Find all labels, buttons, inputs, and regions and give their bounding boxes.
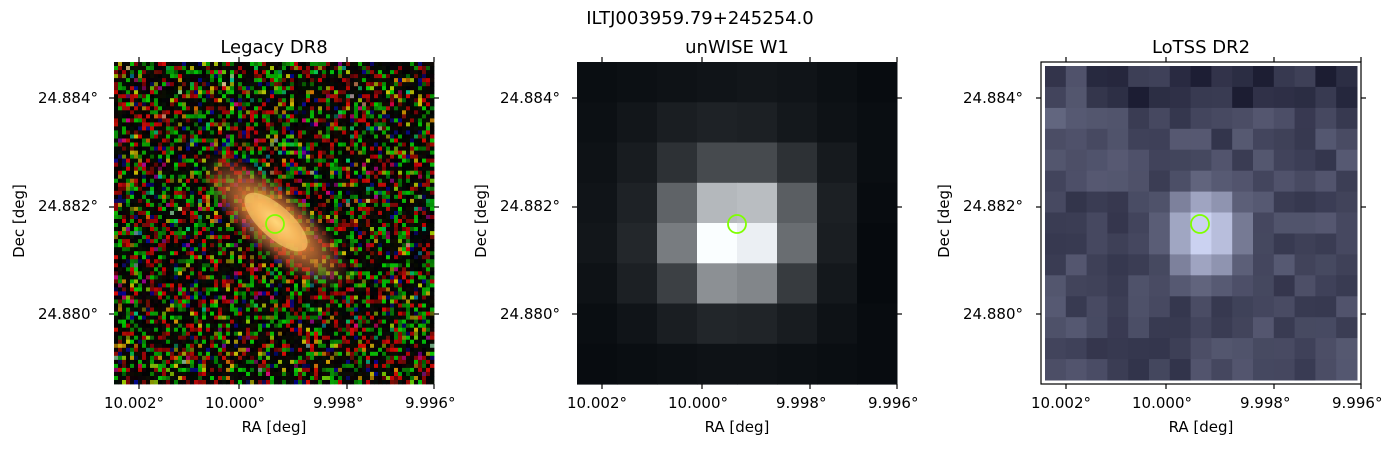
x-tick-label: 10.000° (668, 394, 728, 412)
panel-title-lotss: LoTSS DR2 (1151, 37, 1251, 58)
y-tick-label: 24.882° (500, 197, 560, 215)
y-tick-label: 24.880° (500, 305, 560, 323)
x-tick-label: 10.000° (205, 394, 265, 412)
y-axis-label: Dec [deg] (9, 184, 28, 258)
y-tick-label: 24.880° (38, 305, 98, 323)
x-tick-label: 10.002° (104, 394, 164, 412)
y-tick-label: 24.882° (38, 197, 98, 215)
lotss-dr2-image (1036, 57, 1366, 389)
panel-title-unwise: unWISE W1 (685, 37, 789, 58)
source-marker (727, 214, 747, 234)
y-axis-label: Dec [deg] (471, 184, 490, 258)
panel-title-legacy: Legacy DR8 (220, 37, 328, 58)
legacy-dr8-image (109, 57, 439, 389)
x-tick-label: 9.996° (1332, 394, 1383, 412)
x-axis-label: RA [deg] (704, 418, 770, 436)
y-tick-label: 24.882° (963, 197, 1023, 215)
x-tick-label: 9.996° (868, 394, 919, 412)
x-tick-label: 9.996° (405, 394, 456, 412)
y-tick-label: 24.884° (963, 89, 1023, 107)
y-tick-label: 24.880° (963, 305, 1023, 323)
source-marker (1190, 214, 1210, 234)
y-tick-label: 24.884° (500, 89, 560, 107)
x-axis-label: RA [deg] (241, 418, 307, 436)
x-tick-label: 9.998° (1240, 394, 1291, 412)
unwise-w1-image (572, 57, 902, 389)
x-tick-label: 9.998° (776, 394, 827, 412)
x-tick-label: 9.998° (313, 394, 364, 412)
figure-title: ILTJ003959.79+245254.0 (586, 8, 814, 29)
y-tick-label: 24.884° (38, 89, 98, 107)
y-axis-label: Dec [deg] (934, 184, 953, 258)
x-axis-label: RA [deg] (1168, 418, 1234, 436)
x-tick-label: 10.002° (567, 394, 627, 412)
x-tick-label: 10.000° (1132, 394, 1192, 412)
x-tick-label: 10.002° (1031, 394, 1091, 412)
source-marker (265, 214, 285, 234)
